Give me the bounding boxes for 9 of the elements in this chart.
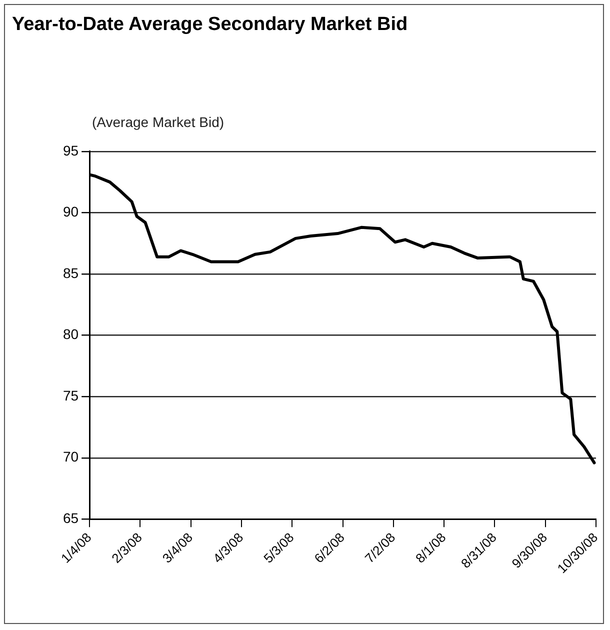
y-tick-label: 80 xyxy=(62,326,79,342)
y-tick-label: 65 xyxy=(62,510,79,526)
y-tick-label: 95 xyxy=(62,142,79,158)
y-axis-title: (Average Market Bid) xyxy=(92,114,224,130)
y-tick-label: 75 xyxy=(62,387,79,404)
y-tick-label: 70 xyxy=(62,448,79,465)
y-tick-label: 85 xyxy=(62,264,79,281)
chart-title: Year-to-Date Average Secondary Market Bid xyxy=(12,14,408,36)
y-tick-label: 90 xyxy=(62,204,79,220)
